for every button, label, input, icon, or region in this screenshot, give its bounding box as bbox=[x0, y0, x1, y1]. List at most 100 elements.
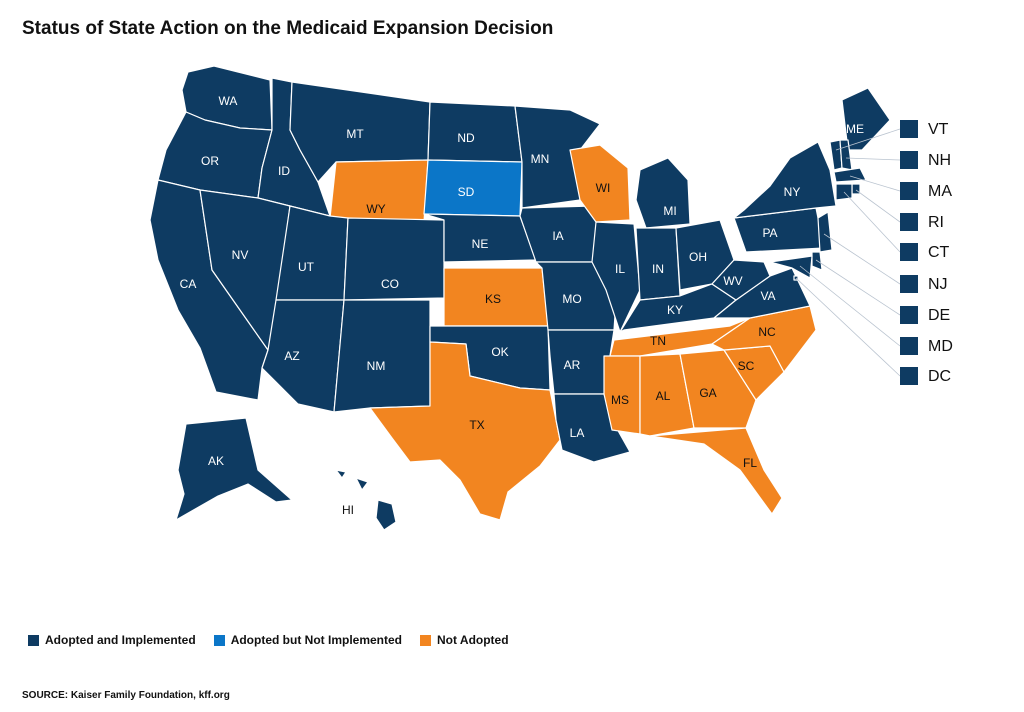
state-hi bbox=[335, 469, 397, 531]
small-state-square-nh bbox=[900, 151, 918, 169]
leader-line-ri bbox=[855, 189, 901, 223]
small-state-square-md bbox=[900, 337, 918, 355]
state-label-ia: IA bbox=[552, 229, 563, 243]
state-label-fl: FL bbox=[743, 456, 757, 470]
state-label-ca: CA bbox=[180, 277, 197, 291]
state-ga bbox=[679, 349, 757, 429]
state-label-in: IN bbox=[652, 262, 664, 276]
legend-label: Not Adopted bbox=[437, 633, 509, 647]
state-label-id: ID bbox=[278, 164, 290, 178]
state-label-me: ME bbox=[846, 122, 864, 136]
state-label-nm: NM bbox=[367, 359, 386, 373]
state-label-la: LA bbox=[570, 426, 585, 440]
legend: Adopted and Implemented Adopted but Not … bbox=[28, 633, 509, 647]
state-label-ks: KS bbox=[485, 292, 501, 306]
state-label-ne: NE bbox=[472, 237, 489, 251]
state-md bbox=[769, 255, 813, 279]
small-state-label-nh: NH bbox=[928, 152, 951, 169]
small-state-square-nj bbox=[900, 275, 918, 293]
state-tx bbox=[369, 341, 561, 521]
state-label-hi: HI bbox=[342, 503, 354, 517]
state-label-az: AZ bbox=[284, 349, 299, 363]
state-label-wa: WA bbox=[219, 94, 238, 108]
small-state-label-dc: DC bbox=[928, 368, 951, 385]
small-state-square-ma bbox=[900, 182, 918, 200]
leader-line-nj bbox=[823, 233, 901, 285]
small-state-square-vt bbox=[900, 120, 918, 138]
state-ny bbox=[733, 141, 837, 219]
small-state-label-ct: CT bbox=[928, 244, 950, 261]
state-label-ut: UT bbox=[298, 260, 315, 274]
state-label-nc: NC bbox=[758, 325, 776, 339]
state-label-wi: WI bbox=[596, 181, 611, 195]
legend-swatch bbox=[420, 634, 432, 646]
small-state-square-dc bbox=[900, 367, 918, 385]
state-az bbox=[261, 299, 345, 413]
map-title: Status of State Action on the Medicaid E… bbox=[22, 18, 554, 39]
leader-line-md bbox=[799, 265, 901, 347]
small-state-label-md: MD bbox=[928, 338, 953, 355]
state-label-il: IL bbox=[615, 262, 625, 276]
legend-swatch bbox=[213, 634, 225, 646]
legend-label: Adopted but Not Implemented bbox=[230, 633, 403, 647]
state-label-co: CO bbox=[381, 277, 399, 291]
state-label-mi: MI bbox=[663, 204, 676, 218]
leader-line-ma bbox=[849, 175, 901, 192]
leader-line-vt bbox=[835, 128, 901, 151]
legend-item-not-adopted: Not Adopted bbox=[420, 633, 509, 647]
legend-item-adopted-implemented: Adopted and Implemented bbox=[28, 633, 196, 647]
state-wi bbox=[569, 144, 631, 223]
small-state-label-nj: NJ bbox=[928, 276, 948, 293]
state-label-pa: PA bbox=[762, 226, 777, 240]
state-ms bbox=[603, 355, 641, 435]
state-label-mn: MN bbox=[531, 152, 550, 166]
small-state-label-ma: MA bbox=[928, 183, 952, 200]
state-label-mt: MT bbox=[346, 127, 364, 141]
legend-label: Adopted and Implemented bbox=[45, 633, 196, 647]
state-label-nd: ND bbox=[457, 131, 475, 145]
state-label-or: OR bbox=[201, 154, 219, 168]
state-label-ga: GA bbox=[699, 386, 716, 400]
state-wv bbox=[711, 259, 771, 301]
state-label-mo: MO bbox=[562, 292, 581, 306]
small-state-label-de: DE bbox=[928, 307, 950, 324]
leader-line-dc bbox=[795, 277, 901, 377]
leader-line-nh bbox=[845, 157, 901, 161]
small-state-label-vt: VT bbox=[928, 121, 949, 138]
state-ak bbox=[175, 417, 293, 521]
state-label-sc: SC bbox=[738, 359, 755, 373]
state-nd bbox=[427, 101, 523, 163]
state-label-tx: TX bbox=[469, 418, 484, 432]
small-state-leaders bbox=[795, 128, 901, 377]
state-al bbox=[639, 353, 695, 437]
leader-line-ct bbox=[843, 191, 901, 253]
state-label-ar: AR bbox=[564, 358, 581, 372]
small-state-label-ri: RI bbox=[928, 214, 944, 231]
state-me bbox=[841, 87, 891, 151]
state-mi bbox=[635, 157, 691, 229]
state-ma bbox=[833, 167, 867, 183]
state-label-ok: OK bbox=[491, 345, 508, 359]
state-label-ak: AK bbox=[208, 454, 224, 468]
state-label-va: VA bbox=[760, 289, 775, 303]
state-label-ms: MS bbox=[611, 393, 629, 407]
small-state-square-ct bbox=[900, 243, 918, 261]
legend-swatch bbox=[28, 634, 39, 646]
source-note: SOURCE: Kaiser Family Foundation, kff.or… bbox=[22, 690, 230, 701]
state-label-ny: NY bbox=[784, 185, 801, 199]
state-label-wv: WV bbox=[723, 274, 742, 288]
small-state-squares: VT NH MA RI CT NJ DE MD DC bbox=[900, 120, 953, 385]
state-label-wy: WY bbox=[366, 202, 385, 216]
state-label-tn: TN bbox=[650, 334, 666, 348]
state-label-oh: OH bbox=[689, 250, 707, 264]
small-state-square-ri bbox=[900, 213, 918, 231]
legend-item-adopted-not-implemented: Adopted but Not Implemented bbox=[213, 633, 403, 647]
state-labels: WA OR CA ID NV MT WY UT AZ CO NM ND SD NE KS OK TX MN IA MO… bbox=[180, 94, 864, 517]
state-label-nv: NV bbox=[232, 248, 249, 262]
state-shapes bbox=[149, 65, 891, 531]
state-label-sd: SD bbox=[458, 185, 475, 199]
state-ne bbox=[423, 213, 537, 263]
state-fl bbox=[649, 427, 783, 515]
state-nm bbox=[333, 299, 431, 413]
